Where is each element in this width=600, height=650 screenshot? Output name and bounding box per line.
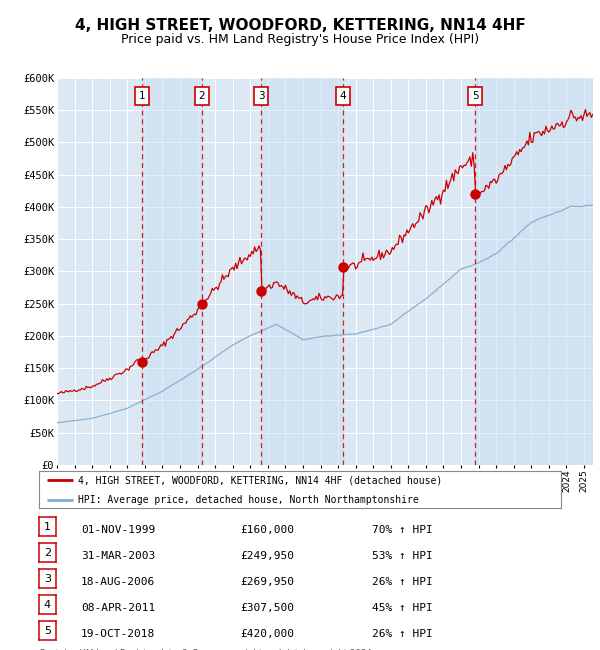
Text: Price paid vs. HM Land Registry's House Price Index (HPI): Price paid vs. HM Land Registry's House …	[121, 32, 479, 46]
Text: Contains HM Land Registry data © Crown copyright and database right 2024.
This d: Contains HM Land Registry data © Crown c…	[39, 649, 374, 650]
Text: 1: 1	[44, 521, 51, 532]
Text: £307,500: £307,500	[240, 603, 294, 612]
Text: £420,000: £420,000	[240, 629, 294, 638]
Text: £160,000: £160,000	[240, 525, 294, 534]
Text: 70% ↑ HPI: 70% ↑ HPI	[372, 525, 433, 534]
Text: 45% ↑ HPI: 45% ↑ HPI	[372, 603, 433, 612]
Text: 3: 3	[258, 91, 265, 101]
Text: 19-OCT-2018: 19-OCT-2018	[81, 629, 155, 638]
Text: 4, HIGH STREET, WOODFORD, KETTERING, NN14 4HF (detached house): 4, HIGH STREET, WOODFORD, KETTERING, NN1…	[78, 475, 442, 485]
Text: 2: 2	[199, 91, 205, 101]
Text: 26% ↑ HPI: 26% ↑ HPI	[372, 577, 433, 586]
Text: 5: 5	[472, 91, 478, 101]
Text: 1: 1	[139, 91, 145, 101]
Text: 18-AUG-2006: 18-AUG-2006	[81, 577, 155, 586]
Bar	[261, 78, 343, 465]
Text: 4, HIGH STREET, WOODFORD, KETTERING, NN14 4HF: 4, HIGH STREET, WOODFORD, KETTERING, NN1…	[74, 18, 526, 34]
Text: 26% ↑ HPI: 26% ↑ HPI	[372, 629, 433, 638]
Text: 08-APR-2011: 08-APR-2011	[81, 603, 155, 612]
Text: 53% ↑ HPI: 53% ↑ HPI	[372, 551, 433, 560]
Text: £269,950: £269,950	[240, 577, 294, 586]
Text: HPI: Average price, detached house, North Northamptonshire: HPI: Average price, detached house, Nort…	[78, 495, 419, 505]
Text: 3: 3	[44, 573, 51, 584]
Text: 4: 4	[340, 91, 346, 101]
Text: 31-MAR-2003: 31-MAR-2003	[81, 551, 155, 560]
Text: 01-NOV-1999: 01-NOV-1999	[81, 525, 155, 534]
Text: 5: 5	[44, 625, 51, 636]
Bar	[142, 78, 202, 465]
Text: 2: 2	[44, 547, 51, 558]
Text: 4: 4	[44, 599, 51, 610]
Text: £249,950: £249,950	[240, 551, 294, 560]
Bar	[475, 78, 593, 465]
